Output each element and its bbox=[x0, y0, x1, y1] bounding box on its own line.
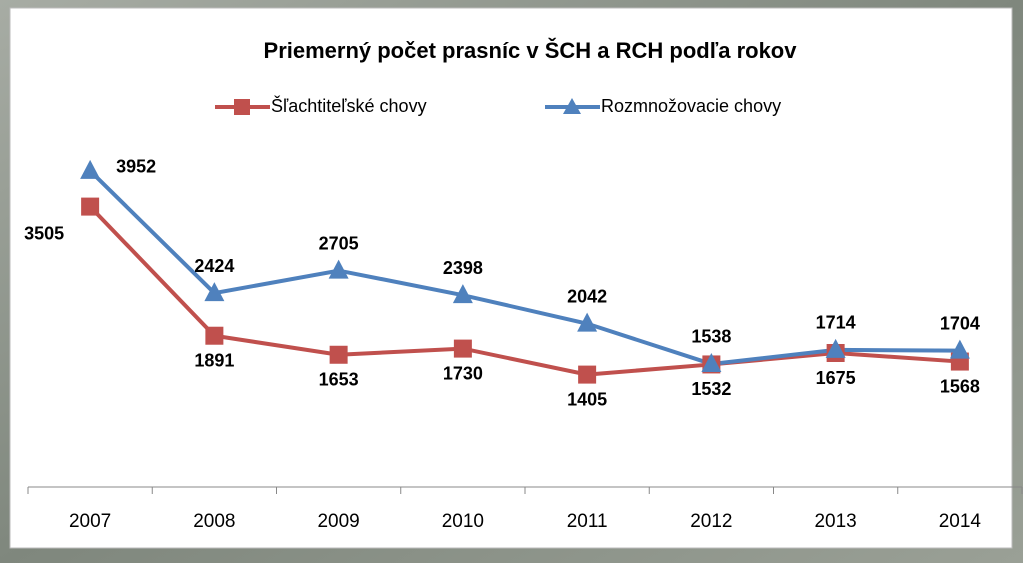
x-tick-label: 2013 bbox=[814, 511, 856, 532]
data-label: 1653 bbox=[319, 370, 359, 390]
data-label: 1568 bbox=[940, 376, 980, 396]
marker bbox=[701, 352, 722, 372]
marker bbox=[577, 312, 598, 332]
legend-label: Šľachtiteľské chovy bbox=[271, 95, 427, 116]
x-tick-label: 2014 bbox=[939, 511, 982, 532]
marker bbox=[80, 159, 101, 179]
data-label: 3505 bbox=[24, 223, 64, 243]
marker bbox=[453, 339, 472, 358]
data-label: 1704 bbox=[940, 313, 980, 333]
marker bbox=[204, 282, 225, 302]
x-tick-label: 2011 bbox=[567, 511, 608, 532]
data-label: 2042 bbox=[567, 286, 607, 306]
marker bbox=[81, 197, 100, 216]
marker bbox=[452, 284, 473, 304]
data-label: 3952 bbox=[116, 157, 156, 177]
chart-title: Priemerný počet prasníc v ŠCH a RCH podľ… bbox=[264, 38, 798, 63]
series-line bbox=[88, 205, 961, 377]
data-label: 2398 bbox=[443, 258, 483, 278]
legend-marker bbox=[234, 99, 250, 115]
x-tick-label: 2009 bbox=[317, 511, 359, 532]
legend-label: Rozmnožovacie chovy bbox=[601, 96, 781, 116]
marker bbox=[825, 338, 846, 358]
data-label: 1714 bbox=[816, 313, 856, 333]
marker bbox=[578, 365, 597, 384]
marker bbox=[328, 259, 349, 279]
data-label: 2705 bbox=[319, 233, 359, 253]
data-label: 1675 bbox=[816, 368, 856, 388]
marker bbox=[329, 345, 348, 364]
data-label: 1405 bbox=[567, 389, 607, 409]
data-label: 1538 bbox=[691, 327, 731, 347]
marker bbox=[205, 326, 224, 345]
series-line bbox=[88, 169, 960, 366]
x-tick-label: 2008 bbox=[193, 511, 235, 532]
x-tick-label: 2010 bbox=[442, 511, 484, 532]
legend-marker bbox=[563, 98, 581, 114]
plot-background bbox=[9, 7, 1013, 549]
x-tick-label: 2007 bbox=[69, 511, 111, 532]
data-label: 2424 bbox=[194, 256, 234, 276]
marker bbox=[949, 339, 970, 359]
x-tick-label: 2012 bbox=[690, 511, 732, 532]
data-label: 1891 bbox=[194, 350, 234, 370]
data-label: 1532 bbox=[691, 379, 731, 399]
data-label: 1730 bbox=[443, 363, 483, 383]
